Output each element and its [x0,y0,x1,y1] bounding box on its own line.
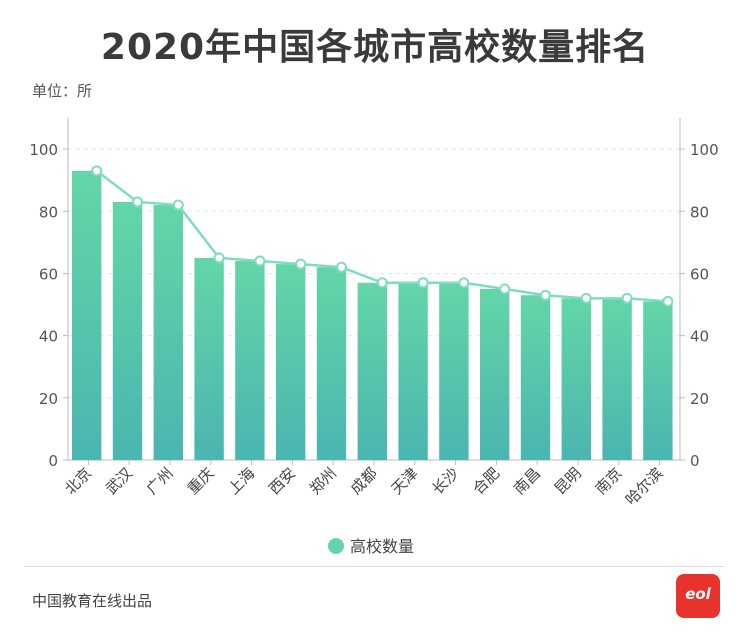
data-point-武汉 [131,196,143,208]
y-tick-label-right: 60 [690,265,709,283]
bar-天津 [398,282,428,460]
x-tick-label: 哈尔滨 [622,464,667,509]
data-point-昆明 [580,292,592,304]
x-tick-label: 郑州 [306,464,340,498]
legend: 高校数量 [328,537,414,556]
x-tick-label: 成都 [347,464,381,498]
data-point-北京 [91,165,103,177]
x-tick-label: 合肥 [469,464,503,498]
data-point-合肥 [499,283,511,295]
bar-哈尔滨 [643,301,673,460]
x-tick-label: 长沙 [428,464,462,498]
logo-text: eol [685,585,711,603]
data-point-成都 [376,277,388,289]
legend-marker [328,538,344,554]
bar-南京 [602,298,632,460]
data-point-长沙 [458,277,470,289]
footer-divider [25,566,725,567]
y-tick-label-left: 100 [29,141,58,159]
bar-郑州 [316,267,347,460]
data-point-哈尔滨 [662,295,674,307]
bar-武汉 [112,201,143,461]
x-tick-label: 西安 [265,464,299,498]
bar-西安 [276,264,306,460]
legend-label: 高校数量 [350,537,414,556]
bar-成都 [357,282,387,460]
y-tick-label-right: 0 [690,452,700,470]
x-tick-label: 北京 [61,464,95,498]
data-point-天津 [417,277,429,289]
y-tick-label-left: 0 [48,452,58,470]
bar-广州 [153,205,183,460]
data-point-重庆 [213,252,225,264]
x-tick-label: 天津 [388,464,422,498]
y-tick-label-right: 100 [690,141,719,159]
x-tick-label: 南京 [592,464,626,498]
x-tick-label: 武汉 [102,464,136,498]
data-point-广州 [172,199,184,211]
y-tick-label-left: 80 [39,203,58,221]
x-tick-label: 昆明 [551,464,585,498]
y-tick-label-left: 20 [39,390,58,408]
bar-长沙 [439,282,469,460]
y-tick-label-right: 20 [690,390,709,408]
data-point-南昌 [539,289,551,301]
unit-label: 单位：所 [32,82,93,100]
y-tick-label-left: 40 [39,328,58,346]
bar-合肥 [480,289,510,460]
eol-logo: eol [676,574,720,618]
data-point-南京 [621,292,633,304]
y-tick-label-right: 80 [690,203,709,221]
data-point-郑州 [335,261,347,273]
bars [72,170,673,461]
y-tick-label-right: 40 [690,328,709,346]
data-point-上海 [254,255,266,267]
x-tick-label: 南昌 [510,464,544,498]
bar-line-chart: 0 20 40 60 80 100 0 20 40 60 80 100 北京 武汉 广州 重庆 上海 西安 郑州 成都… [29,118,719,556]
chart-title: 2020年中国各城市高校数量排名 [100,27,650,68]
bar-重庆 [194,257,224,460]
x-tick-label: 重庆 [184,464,218,498]
footer-credit: 中国教育在线出品 [32,592,153,610]
bar-南昌 [520,295,551,460]
data-point-西安 [295,258,307,270]
x-tick-label: 广州 [143,464,177,498]
y-tick-label-left: 60 [39,265,58,283]
bar-上海 [235,261,265,460]
bar-昆明 [561,298,591,460]
bar-北京 [72,170,102,460]
x-tick-label: 上海 [224,464,258,498]
trend-line [91,165,674,307]
